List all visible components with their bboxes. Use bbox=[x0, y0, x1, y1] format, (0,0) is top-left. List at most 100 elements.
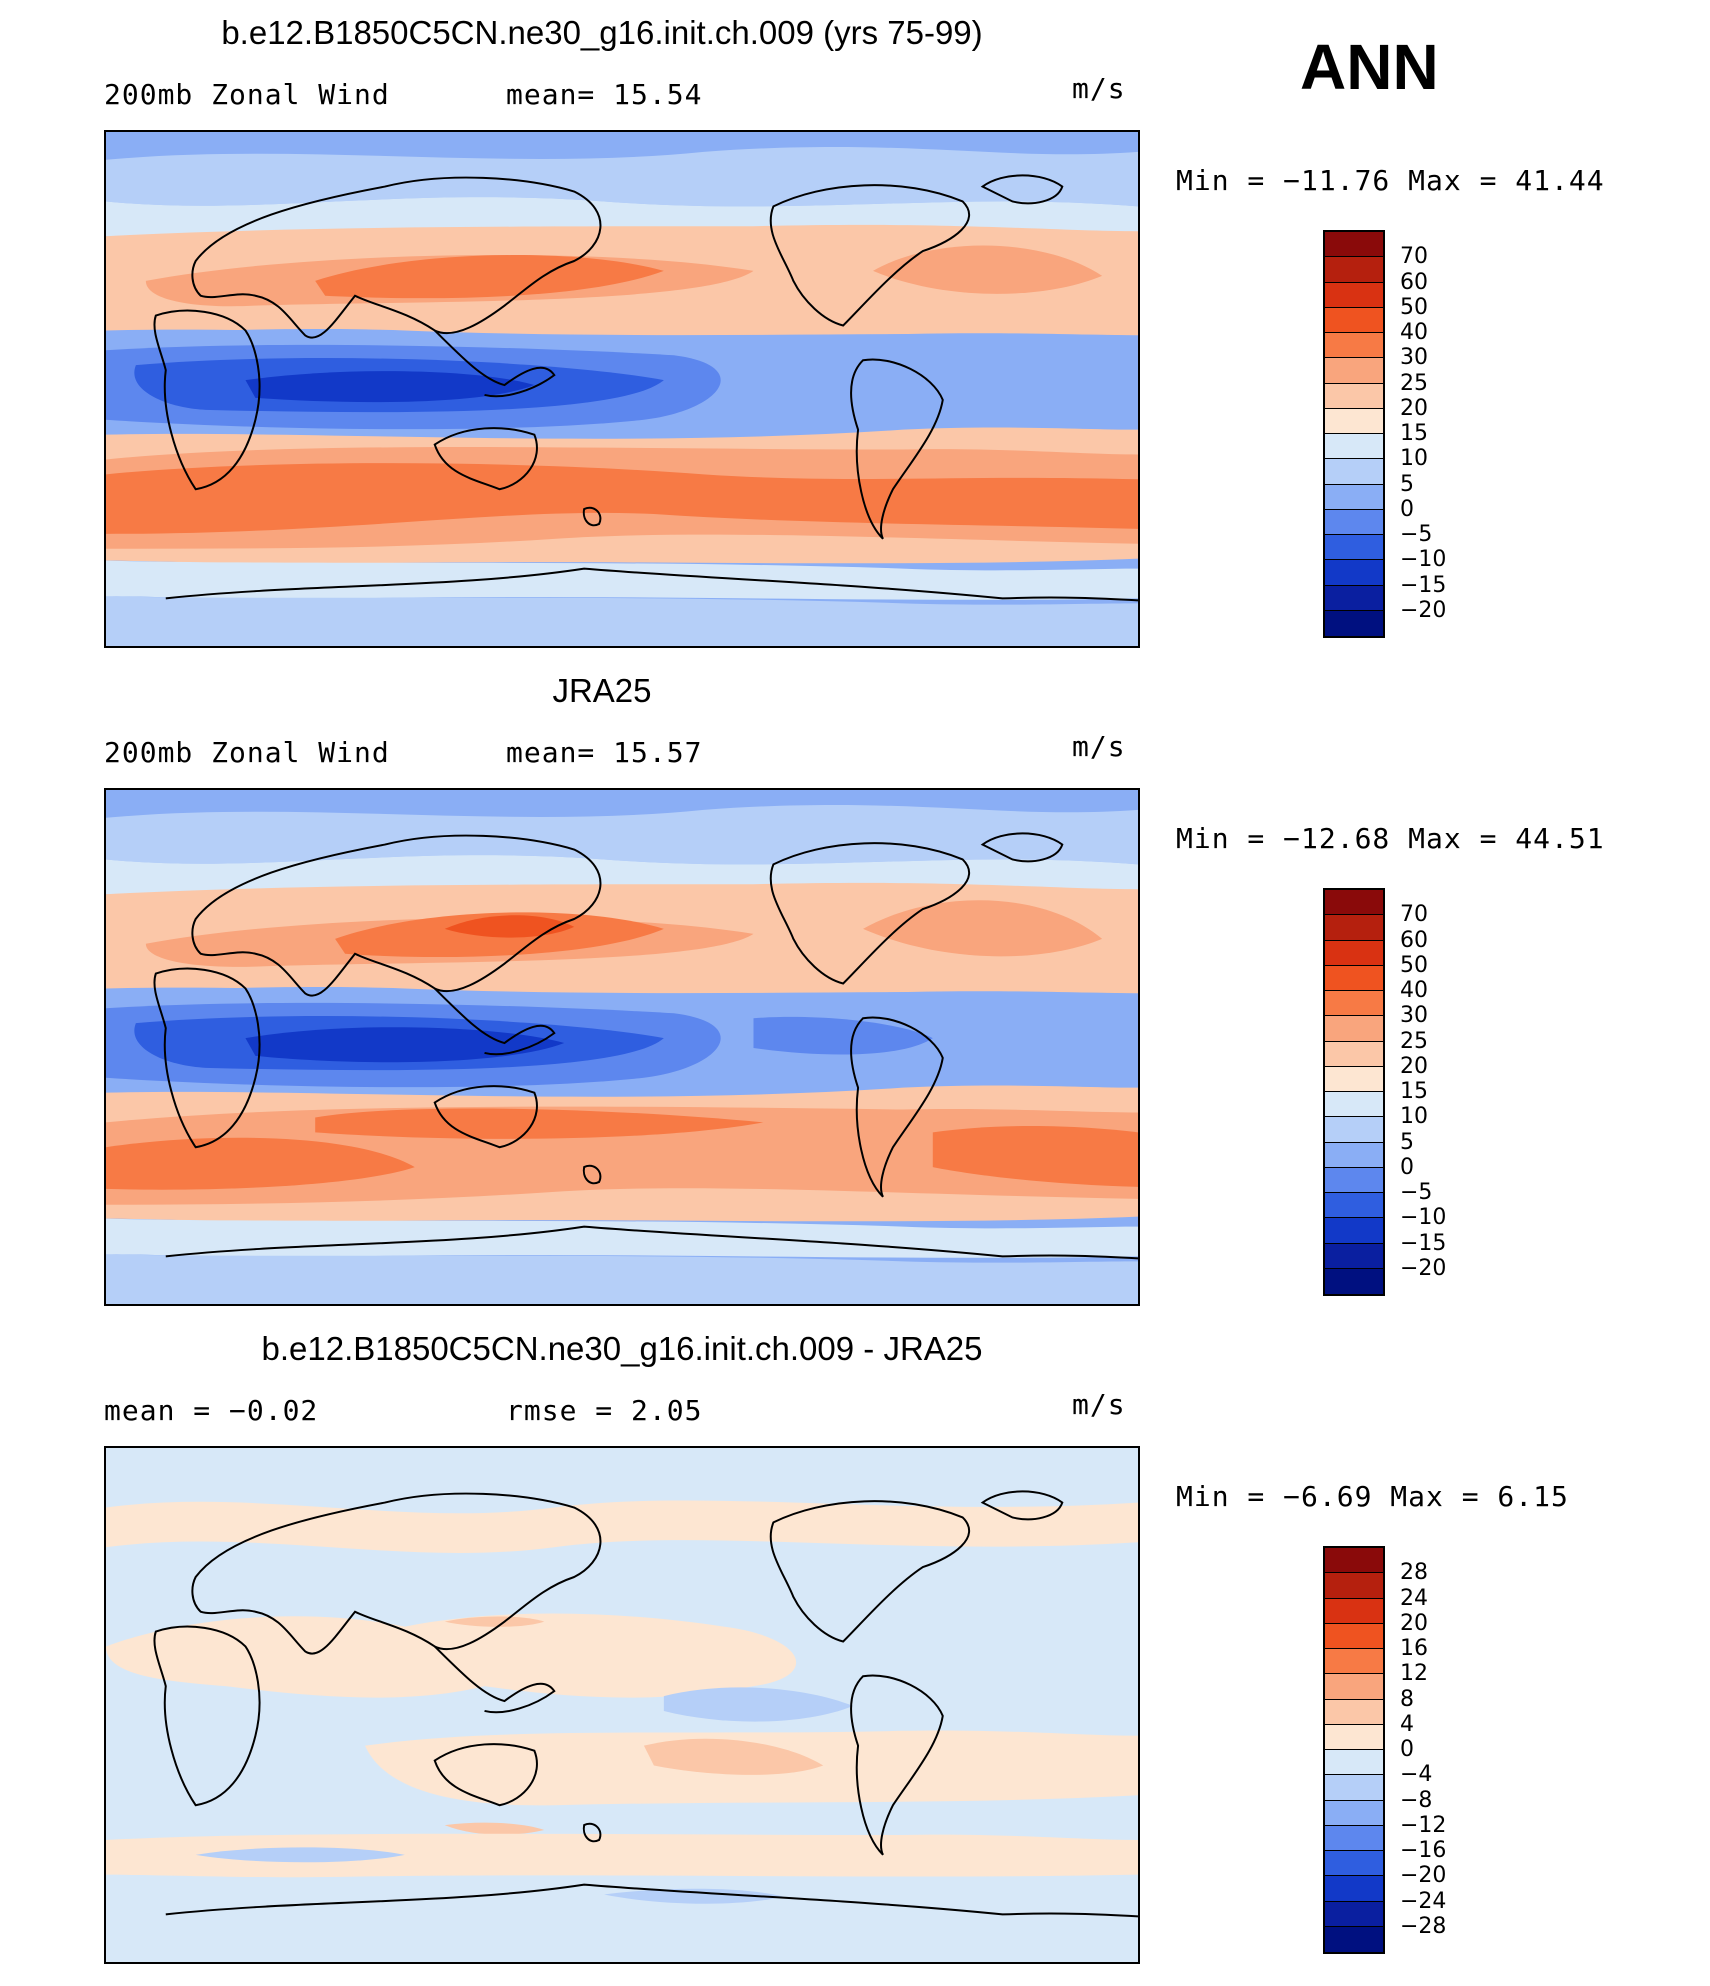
colorbar-tick-label: 15 bbox=[1400, 421, 1428, 446]
colorbar-tick-label: −5 bbox=[1400, 522, 1433, 547]
colorbar-swatch bbox=[1325, 484, 1383, 510]
colorbar-swatch bbox=[1325, 1142, 1383, 1168]
diff-positive-north bbox=[106, 1500, 1138, 1553]
band-sh-jet-core-east bbox=[932, 1125, 1138, 1187]
colorbar-swatch bbox=[1325, 434, 1383, 460]
colorbar-swatch bbox=[1325, 1901, 1383, 1927]
colorbar-tick-label: 0 bbox=[1400, 496, 1414, 522]
colorbar-tick-label: 30 bbox=[1400, 345, 1428, 371]
colorbar-swatch bbox=[1325, 1193, 1383, 1219]
colorbar-tick-label: −4 bbox=[1400, 1762, 1433, 1788]
colorbar-swatch bbox=[1325, 965, 1383, 991]
panel-1-title: b.e12.B1850C5CN.ne30_g16.init.ch.009 (yr… bbox=[221, 14, 983, 51]
colorbar-tick-label: 0 bbox=[1400, 1737, 1414, 1762]
colorbar-swatch bbox=[1325, 560, 1383, 586]
panel-2-colorbar bbox=[1323, 888, 1385, 1296]
colorbar-tick-label: −24 bbox=[1400, 1888, 1447, 1914]
panel-2-coastlines bbox=[153, 832, 1138, 1260]
colorbar-tick-label: 50 bbox=[1400, 952, 1428, 978]
colorbar-swatch bbox=[1325, 1573, 1383, 1599]
colorbar-tick-label: 10 bbox=[1400, 1104, 1428, 1130]
panel-1-mean-label: mean= 15.54 bbox=[506, 78, 703, 111]
band-atlantic-jet bbox=[873, 245, 1103, 294]
panel-1-map bbox=[104, 130, 1140, 648]
colorbar-swatch bbox=[1325, 1750, 1383, 1776]
panel-3-rmse-label: rmse = 2.05 bbox=[506, 1394, 703, 1427]
panel-1-minmax: Min = −11.76 Max = 41.44 bbox=[1176, 164, 1605, 197]
band-subantarctic bbox=[106, 560, 1138, 600]
panel-1-coastlines bbox=[153, 174, 1138, 602]
colorbar-tick-label: 12 bbox=[1400, 1661, 1428, 1687]
band-nh-jet-core bbox=[315, 255, 664, 299]
colorbar-swatch bbox=[1325, 1649, 1383, 1675]
colorbar-tick-label: 70 bbox=[1400, 244, 1428, 270]
colorbar-tick-label: 16 bbox=[1400, 1636, 1428, 1661]
colorbar-swatch bbox=[1325, 1699, 1383, 1725]
diff-positive-australia bbox=[444, 1822, 545, 1835]
colorbar-swatch bbox=[1325, 1016, 1383, 1042]
colorbar-tick-label: −28 bbox=[1400, 1913, 1447, 1939]
colorbar-swatch bbox=[1325, 1243, 1383, 1269]
panel-2-map bbox=[104, 788, 1140, 1306]
colorbar-tick-label: 70 bbox=[1400, 902, 1428, 928]
band-antarctic bbox=[106, 1254, 1138, 1304]
colorbar-swatch bbox=[1325, 383, 1383, 409]
colorbar-swatch bbox=[1325, 1117, 1383, 1143]
colorbar-swatch bbox=[1325, 610, 1383, 636]
colorbar-tick-label: 25 bbox=[1400, 370, 1428, 396]
colorbar-swatch bbox=[1325, 459, 1383, 485]
diff-negative-pacific bbox=[663, 1687, 854, 1722]
panel-3-mean-label: mean = −0.02 bbox=[104, 1394, 319, 1427]
panel-2-mean-label: mean= 15.57 bbox=[506, 736, 703, 769]
colorbar-swatch bbox=[1325, 940, 1383, 966]
band-tropics-core bbox=[245, 371, 535, 403]
colorbar-tick-label: −20 bbox=[1400, 597, 1447, 623]
diff-negative-south bbox=[195, 1847, 405, 1863]
colorbar-tick-label: −15 bbox=[1400, 572, 1447, 598]
colorbar-tick-label: 20 bbox=[1400, 395, 1428, 421]
colorbar-tick-label: −5 bbox=[1400, 1180, 1433, 1205]
colorbar-tick-label: 5 bbox=[1400, 1129, 1414, 1155]
season-label: ANN bbox=[1300, 31, 1439, 103]
colorbar-swatch bbox=[1325, 1775, 1383, 1801]
colorbar-swatch bbox=[1325, 232, 1383, 258]
colorbar-swatch bbox=[1325, 282, 1383, 308]
panel-1-variable-label: 200mb Zonal Wind bbox=[104, 78, 390, 111]
panel-2-units: m/s bbox=[1072, 730, 1126, 763]
colorbar-tick-label: 20 bbox=[1400, 1053, 1428, 1079]
panel-2-title: JRA25 bbox=[552, 672, 652, 709]
colorbar-tick-label: 40 bbox=[1400, 320, 1428, 345]
colorbar-swatch bbox=[1325, 1623, 1383, 1649]
colorbar-tick-label: 60 bbox=[1400, 927, 1428, 953]
colorbar-tick-label: 25 bbox=[1400, 1028, 1428, 1054]
colorbar-swatch bbox=[1325, 1876, 1383, 1902]
panel-1-units: m/s bbox=[1072, 72, 1126, 105]
band-sh-jet-core-central bbox=[315, 1108, 764, 1139]
colorbar-swatch bbox=[1325, 408, 1383, 434]
panel-1-colorbar bbox=[1323, 230, 1385, 638]
band-nh-jet-max bbox=[444, 915, 575, 938]
panel-2-minmax: Min = −12.68 Max = 44.51 bbox=[1176, 822, 1605, 855]
colorbar-swatch bbox=[1325, 1825, 1383, 1851]
colorbar-swatch bbox=[1325, 1548, 1383, 1574]
colorbar-swatch bbox=[1325, 915, 1383, 941]
colorbar-tick-label: −20 bbox=[1400, 1863, 1447, 1889]
colorbar-swatch bbox=[1325, 991, 1383, 1017]
colorbar-tick-label: 50 bbox=[1400, 294, 1428, 320]
diff-positive-west-pacific bbox=[444, 1616, 545, 1627]
colorbar-swatch bbox=[1325, 257, 1383, 283]
colorbar-tick-label: −16 bbox=[1400, 1838, 1447, 1863]
colorbar-tick-label: −10 bbox=[1400, 547, 1447, 573]
colorbar-tick-label: −15 bbox=[1400, 1230, 1447, 1256]
colorbar-swatch bbox=[1325, 307, 1383, 333]
panel-2-variable-label: 200mb Zonal Wind bbox=[104, 736, 390, 769]
band-atlantic-jet bbox=[863, 900, 1103, 957]
panel-3-colorbar bbox=[1323, 1546, 1385, 1954]
colorbar-swatch bbox=[1325, 333, 1383, 359]
diff-positive-tropics bbox=[106, 1613, 797, 1698]
colorbar-swatch bbox=[1325, 1268, 1383, 1294]
colorbar-swatch bbox=[1325, 1926, 1383, 1952]
panel-3-units: m/s bbox=[1072, 1388, 1126, 1421]
colorbar-tick-label: 30 bbox=[1400, 1003, 1428, 1029]
colorbar-swatch bbox=[1325, 1598, 1383, 1624]
